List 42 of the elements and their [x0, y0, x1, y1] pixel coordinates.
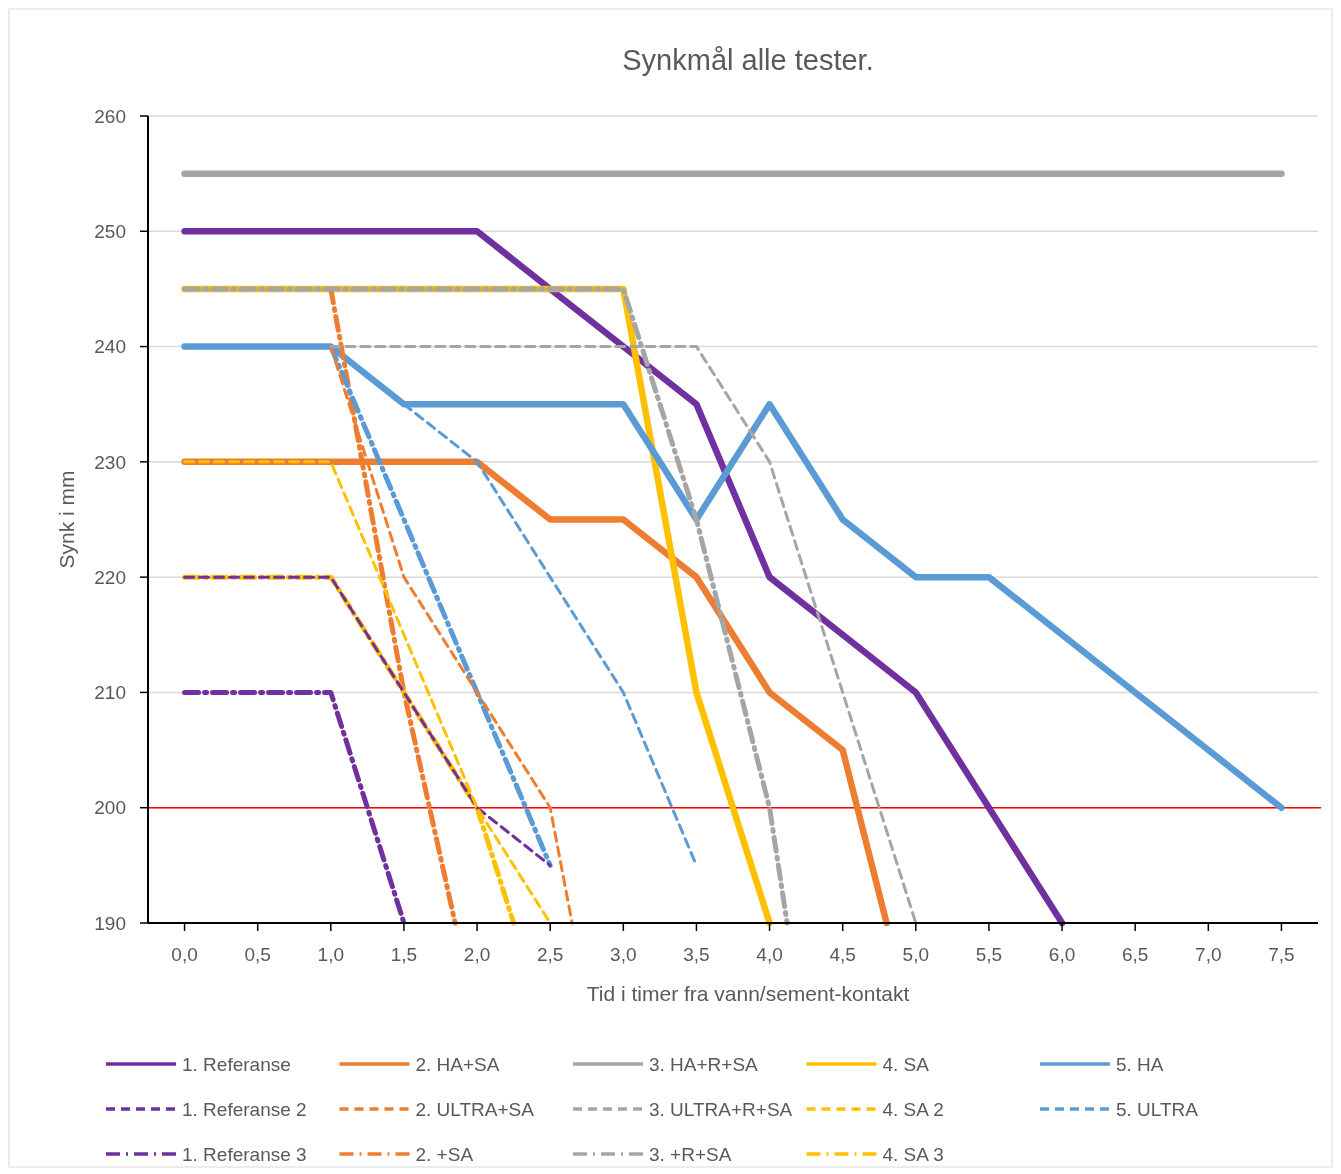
legend-label: 1. Referanse — [182, 1053, 291, 1075]
legend-label: 1. Referanse 2 — [182, 1098, 307, 1120]
y-tick-label: 200 — [94, 797, 126, 819]
legend-label: 4. SA 3 — [882, 1143, 944, 1165]
x-tick-label: 6,5 — [1121, 944, 1149, 965]
legend-label: 1. Referanse 3 — [182, 1143, 307, 1165]
legend-label: 4. SA 2 — [882, 1098, 944, 1120]
x-tick-label: 5,5 — [975, 944, 1003, 965]
x-tick-label: 4,5 — [829, 944, 856, 965]
x-tick-label: 7,5 — [1268, 944, 1295, 965]
x-tick-label: 1,5 — [390, 944, 418, 965]
y-axis-title: Synk i mm — [55, 470, 78, 569]
x-tick-label: 4,0 — [756, 944, 783, 965]
x-tick-label: 3,5 — [683, 944, 710, 965]
x-tick-label: 7,0 — [1195, 944, 1222, 965]
legend-label: 4. SA — [882, 1053, 930, 1075]
x-tick-label: 1,0 — [317, 944, 345, 965]
y-tick-label: 220 — [94, 566, 126, 588]
legend-label: 3. +R+SA — [649, 1143, 732, 1165]
chart-title: Synkmål alle tester. — [622, 44, 874, 76]
x-tick-label: 2,0 — [463, 944, 491, 965]
y-tick-label: 210 — [94, 682, 126, 704]
legend-label: 5. ULTRA — [1116, 1098, 1199, 1120]
legend-label: 2. +SA — [415, 1143, 474, 1165]
x-tick-label: 0,0 — [171, 944, 198, 965]
line-series — [183, 575, 552, 867]
x-tick-label: 5,0 — [902, 944, 930, 965]
legend-label: 5. HA — [1116, 1053, 1164, 1075]
x-tick-label: 6,0 — [1048, 944, 1076, 965]
x-tick-label: 0,5 — [244, 944, 271, 965]
y-tick-label: 190 — [94, 912, 126, 934]
legend-label: 3. HA+R+SA — [649, 1053, 759, 1075]
y-tick-label: 230 — [94, 451, 126, 473]
x-axis-title: Tid i timer fra vann/sement-kontakt — [586, 982, 910, 1005]
x-tick-label: 3,0 — [610, 944, 637, 965]
legend-label: 2. ULTRA+SA — [415, 1098, 535, 1120]
y-tick-label: 240 — [94, 336, 126, 358]
y-tick-label: 260 — [94, 105, 126, 127]
legend-label: 3. ULTRA+R+SA — [649, 1098, 793, 1120]
y-tick-label: 250 — [94, 220, 126, 242]
legend-label: 2. HA+SA — [415, 1053, 500, 1075]
x-tick-label: 2,5 — [536, 944, 564, 965]
